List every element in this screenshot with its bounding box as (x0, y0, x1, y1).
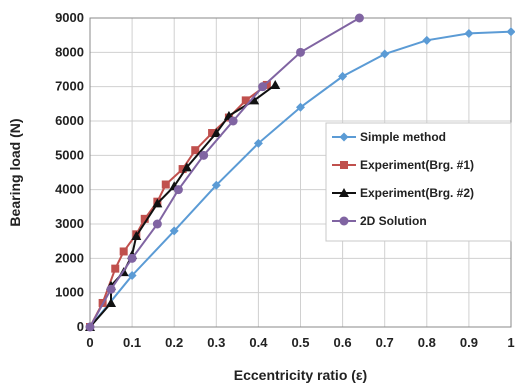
data-point (253, 138, 263, 148)
data-point (422, 35, 432, 45)
y-tick-label: 1000 (55, 285, 84, 300)
data-point (127, 271, 137, 280)
legend-marker (339, 188, 349, 197)
legend-entry: Experiment(Brg. #2) (332, 186, 474, 200)
data-point (354, 13, 364, 23)
legend-label: Experiment(Brg. #2) (360, 186, 474, 200)
y-tick-label: 0 (77, 319, 84, 334)
x-tick-label: 0.7 (376, 335, 394, 350)
legend-entry: Experiment(Brg. #1) (332, 158, 474, 172)
data-point (119, 247, 128, 256)
data-point (262, 80, 271, 89)
data-point (208, 129, 217, 138)
data-point (152, 198, 163, 208)
data-point (131, 231, 142, 241)
x-tick-label: 0.6 (334, 335, 352, 350)
data-point (296, 102, 305, 112)
data-point (106, 297, 117, 307)
y-tick-label: 4000 (55, 182, 84, 197)
data-point (178, 165, 187, 174)
data-point (106, 284, 116, 294)
data-point (127, 253, 137, 263)
data-point (338, 71, 348, 81)
x-tick-label: 0 (86, 335, 93, 350)
legend-entry: Simple method (332, 130, 446, 144)
data-point (169, 226, 179, 236)
data-point (199, 150, 209, 160)
y-tick-label: 5000 (55, 147, 84, 162)
x-axis-title: Eccentricity ratio (ε) (234, 367, 367, 383)
y-tick-label: 8000 (55, 44, 84, 59)
series-line (89, 17, 360, 328)
data-point (181, 162, 192, 172)
legend-box (325, 122, 512, 242)
legend-marker (339, 216, 349, 226)
y-tick-label: 9000 (55, 10, 84, 25)
data-point (241, 96, 250, 105)
y-tick-label: 6000 (55, 113, 84, 128)
x-tick-label: 0.9 (460, 335, 478, 350)
data-point (270, 79, 281, 89)
y-tick-label: 3000 (55, 216, 84, 231)
data-point (249, 95, 260, 105)
data-point (161, 180, 170, 189)
data-point (464, 28, 474, 38)
data-point (152, 219, 162, 229)
series-layer (85, 13, 515, 332)
legend-label: 2D Solution (360, 214, 427, 228)
data-point (85, 322, 95, 332)
data-point (211, 128, 222, 138)
data-point (296, 47, 305, 57)
y-tick-label: 7000 (55, 79, 84, 94)
tick-labels: 0 1000 2000 3000 4000 5000 6000 7000 8000 9000 0 0.… (55, 10, 515, 350)
legend: Simple method Experiment(Brg. #1) Experime… (325, 122, 512, 242)
series-4 (85, 13, 364, 332)
series-1 (85, 27, 515, 332)
data-point (506, 27, 515, 37)
x-tick-label: 0.1 (123, 335, 141, 350)
y-axis-title: Bearing load (N) (7, 118, 23, 226)
x-tick-label: 0.3 (207, 335, 225, 350)
data-point (173, 185, 183, 195)
data-point (211, 180, 221, 190)
data-point (140, 214, 149, 223)
data-point (111, 264, 120, 273)
legend-label: Experiment(Brg. #1) (360, 158, 474, 172)
x-tick-label: 0.2 (165, 335, 183, 350)
legend-marker (340, 161, 348, 169)
x-tick-label: 0.8 (418, 335, 436, 350)
legend-marker (339, 132, 349, 142)
x-tick-label: 0.5 (291, 335, 309, 350)
data-point (380, 49, 390, 59)
data-point (228, 116, 238, 126)
y-tick-label: 2000 (55, 250, 84, 265)
x-tick-label: 1 (507, 335, 514, 350)
legend-label: Simple method (360, 130, 446, 144)
data-point (191, 146, 200, 155)
x-tick-label: 0.4 (249, 335, 268, 350)
legend-entry: 2D Solution (332, 214, 427, 228)
data-point (258, 82, 268, 92)
